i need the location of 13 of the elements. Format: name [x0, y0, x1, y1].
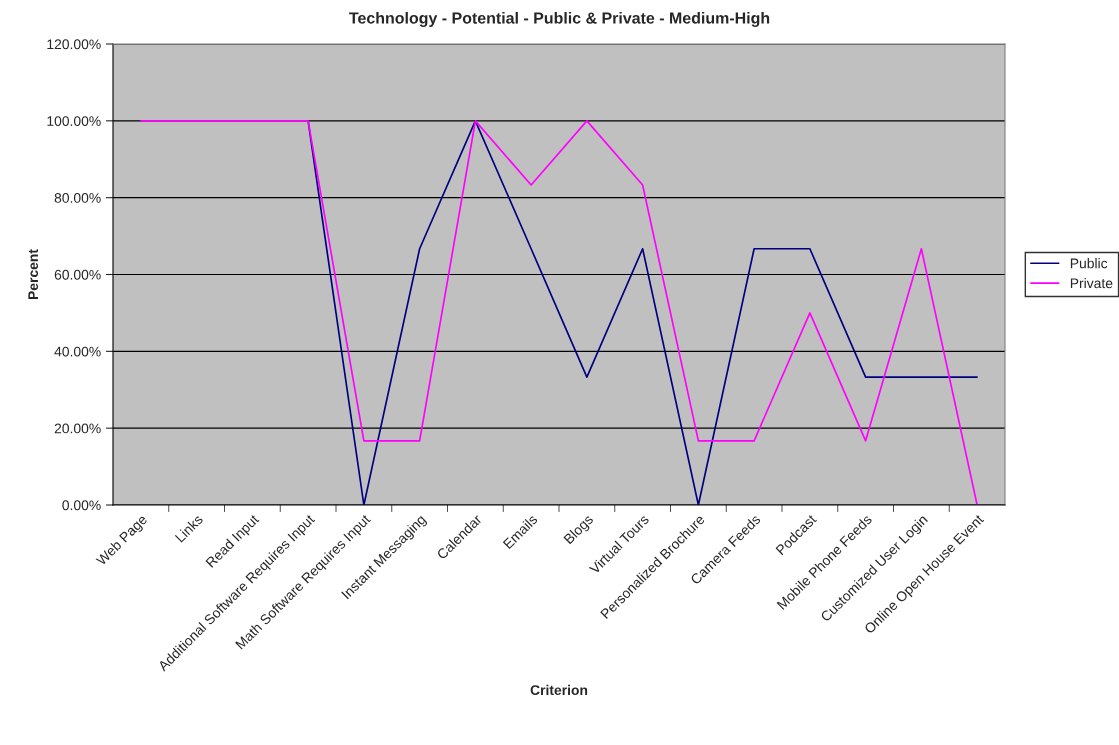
y-tick-label: 100.00% — [47, 116, 101, 126]
legend-label: Private — [1070, 277, 1113, 289]
y-tick-label: 120.00% — [47, 39, 101, 50]
y-tick-label: 40.00% — [54, 346, 101, 357]
y-tick-label: 60.00% — [54, 269, 101, 280]
x-axis-title: Criterion — [530, 684, 588, 696]
y-tick-label: 0.00% — [62, 500, 101, 511]
y-axis-title: Percent — [28, 249, 39, 300]
y-tick-label: 20.00% — [54, 423, 101, 434]
chart-title: Technology - Potential - Public & Private - Medium-High — [349, 12, 770, 27]
legend-label: Public — [1070, 258, 1108, 269]
line-series — [140, 119, 978, 505]
y-tick-label: 80.00% — [54, 193, 101, 203]
